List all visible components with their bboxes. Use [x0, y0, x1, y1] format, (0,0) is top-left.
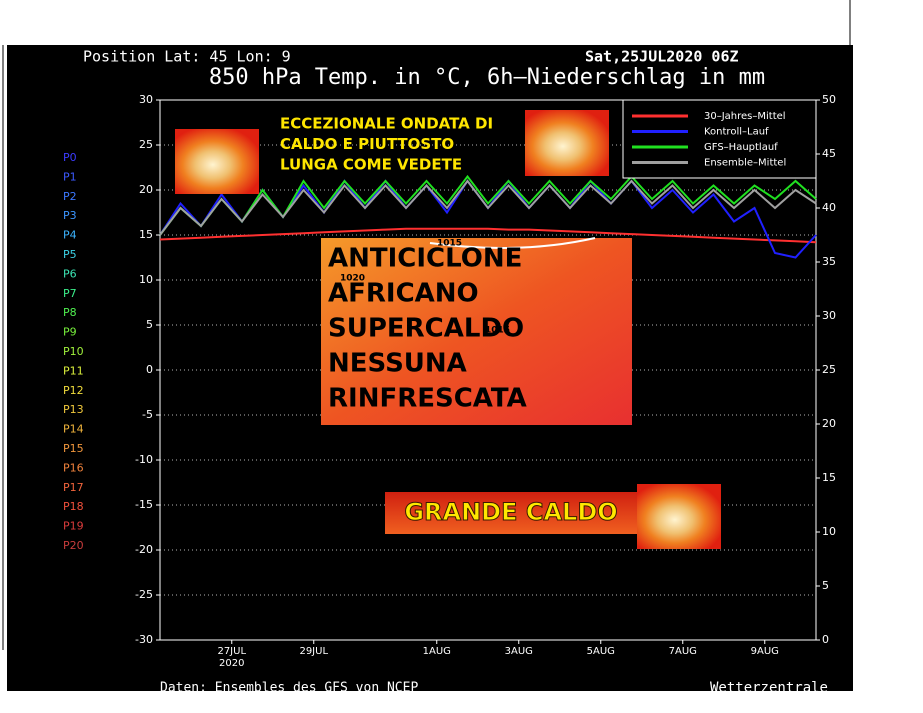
x-tick-label: 9AUG	[751, 646, 779, 657]
isobar-label: 1015	[485, 326, 510, 336]
y-tick-label: 10	[139, 273, 153, 286]
member-label: P16	[63, 461, 84, 474]
member-label: P1	[63, 170, 77, 183]
member-label: P20	[63, 539, 84, 552]
member-label: P13	[63, 403, 84, 416]
run-date: Sat,25JUL2020 06Z	[585, 48, 739, 66]
y-tick-label: -20	[135, 543, 153, 556]
member-label: P9	[63, 326, 77, 339]
member-label: P19	[63, 520, 84, 533]
y2-tick-label: 15	[822, 471, 836, 484]
headline-text: CALDO E PIUTTOSTO	[280, 135, 454, 153]
member-label: P2	[63, 190, 77, 203]
banner	[385, 492, 637, 534]
member-label: P0	[63, 151, 77, 164]
sun-image	[175, 129, 259, 194]
member-label: P14	[63, 423, 84, 436]
y2-tick-label: 5	[822, 579, 829, 592]
legend-box	[622, 99, 817, 179]
series-line	[159, 174, 817, 236]
y-tick-label: 15	[139, 228, 153, 241]
member-label: P6	[63, 267, 77, 280]
headline-text: ECCEZIONALE ONDATA DI	[280, 115, 493, 133]
y2-tick-label: 50	[822, 93, 836, 106]
member-label: P15	[63, 442, 84, 455]
credit: Wetterzentrale	[710, 680, 828, 696]
sun-image	[637, 484, 721, 549]
y-tick-label: -5	[142, 408, 153, 421]
legend-label: Kontroll–Lauf	[704, 127, 769, 138]
y2-tick-label: 25	[822, 363, 836, 376]
y2-tick-label: 10	[822, 525, 836, 538]
map-image	[321, 238, 632, 425]
y2-tick-label: 20	[822, 417, 836, 430]
member-label: P17	[63, 481, 84, 494]
x-tick-label: 7AUG	[669, 646, 697, 657]
y-tick-label: -15	[135, 498, 153, 511]
x-tick-label: 3AUG	[505, 646, 533, 657]
legend-label: Ensemble–Mittel	[704, 158, 786, 169]
y-tick-label: 30	[139, 93, 153, 106]
x-tick-label: 5AUG	[587, 646, 615, 657]
x-tick-label: 1AUG	[423, 646, 451, 657]
y2-tick-label: 35	[822, 255, 836, 268]
map-text: ANTICICLONE	[328, 244, 522, 274]
y-tick-label: -25	[135, 588, 153, 601]
y2-tick-label: 45	[822, 147, 836, 160]
map-text: NESSUNA	[328, 349, 467, 379]
x-year-label: 2020	[219, 658, 244, 669]
banner-text: GRANDE CALDO	[404, 498, 617, 526]
member-label: P11	[63, 364, 84, 377]
member-label: P10	[63, 345, 84, 358]
headline-text: LUNGA COME VEDETE	[280, 156, 462, 174]
isobar	[429, 237, 596, 249]
y-tick-label: 0	[146, 363, 153, 376]
x-tick-label: 29JUL	[299, 646, 328, 657]
member-label: P7	[63, 287, 77, 300]
isobar-label: 1020	[340, 274, 365, 284]
y2-tick-label: 40	[822, 201, 836, 214]
y2-tick-label: 30	[822, 309, 836, 322]
sun-image	[525, 110, 609, 176]
series-line	[159, 179, 817, 236]
member-label: P8	[63, 306, 77, 319]
isobar-label: 1015	[437, 239, 462, 249]
chart-title: 850 hPa Temp. in °C, 6h–Niederschlag in …	[209, 65, 765, 90]
member-label: P5	[63, 248, 77, 261]
x-tick-label: 27JUL	[217, 646, 246, 657]
y-tick-label: 25	[139, 138, 153, 151]
member-label: P18	[63, 500, 84, 513]
legend-label: GFS–Hauptlauf	[704, 142, 778, 153]
map-text: SUPERCALDO	[328, 314, 524, 344]
y-tick-label: 5	[146, 318, 153, 331]
series-line	[159, 227, 817, 244]
y-tick-label: 20	[139, 183, 153, 196]
source: Daten: Ensembles des GFS von NCEP	[160, 681, 418, 696]
y-tick-label: -10	[135, 453, 153, 466]
member-label: P12	[63, 384, 84, 397]
map-text: AFRICANO	[328, 279, 479, 309]
y2-tick-label: 0	[822, 633, 829, 646]
map-text: RINFRESCATA	[328, 384, 527, 414]
position: Position Lat: 45 Lon: 9	[83, 48, 291, 66]
member-label: P4	[63, 229, 77, 242]
y-tick-label: -30	[135, 633, 153, 646]
member-label: P3	[63, 209, 77, 222]
legend-label: 30–Jahres–Mittel	[704, 111, 786, 122]
